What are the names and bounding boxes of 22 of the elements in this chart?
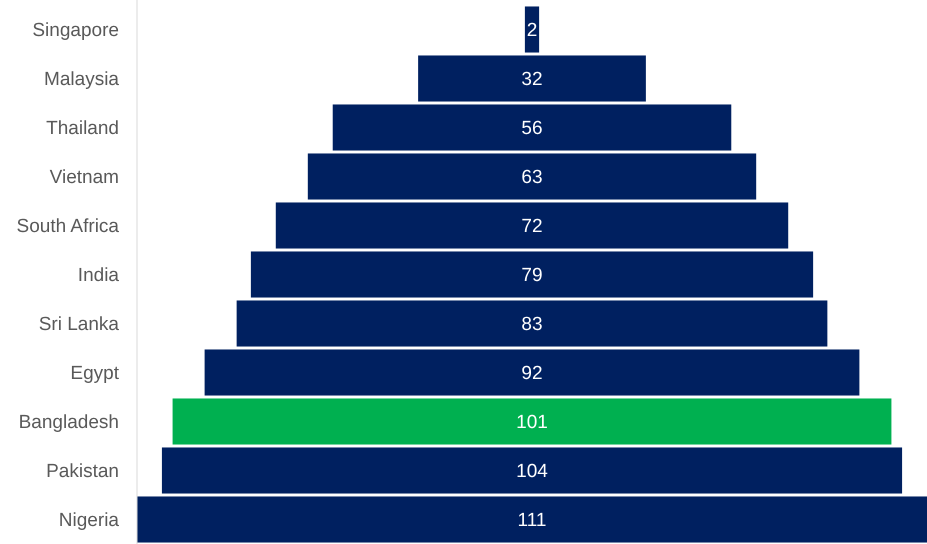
data-label: 83 (521, 314, 543, 336)
data-label: 104 (516, 461, 548, 482)
category-label: Sri Lanka (38, 314, 120, 336)
category-label: Thailand (46, 118, 119, 140)
category-label: Bangladesh (18, 412, 119, 434)
data-label: 111 (518, 510, 546, 532)
data-label: 92 (521, 363, 543, 384)
category-label: Vietnam (50, 167, 119, 188)
category-label: Singapore (32, 20, 119, 42)
category-label: Pakistan (46, 461, 119, 482)
data-label: 101 (516, 412, 548, 434)
category-label: Malaysia (44, 69, 120, 90)
category-label: Nigeria (58, 510, 120, 532)
category-label: South Africa (16, 216, 120, 238)
data-label: 56 (521, 118, 543, 140)
data-label: 2 (526, 20, 538, 42)
category-label: India (78, 265, 120, 286)
data-label: 32 (521, 69, 543, 90)
data-label: 63 (521, 167, 543, 188)
category-label: Egypt (70, 363, 120, 384)
data-label: 79 (521, 265, 543, 286)
data-label: 72 (521, 216, 543, 238)
